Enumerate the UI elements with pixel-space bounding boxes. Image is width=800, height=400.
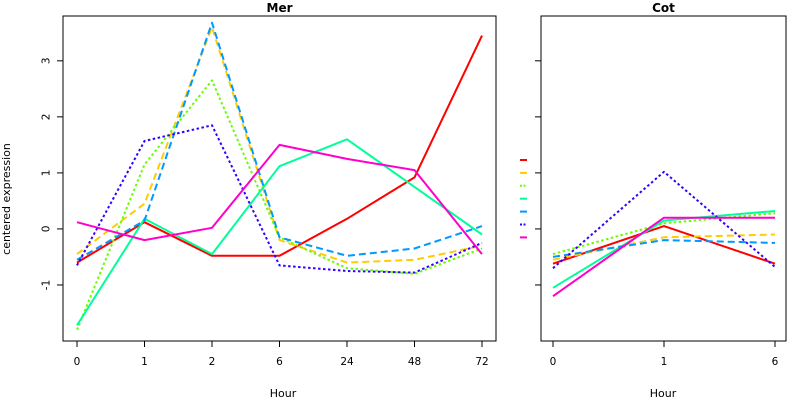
- x-tick-label-mer: 0: [74, 356, 81, 368]
- plot-frame-mer: [62, 15, 497, 342]
- x-tick-label-cot: 1: [661, 356, 668, 368]
- x-axis-title-cot: Hour: [650, 387, 677, 400]
- series-line-mer-1: [76, 35, 483, 264]
- x-tick-label-mer: 6: [276, 356, 283, 368]
- x-tick-label-mer: 2: [209, 356, 216, 368]
- x-tick-label-mer: 72: [475, 356, 488, 368]
- series-line-mer-3: [76, 79, 483, 331]
- panel-cot: Cot Hour 0 1 6: [535, 1, 787, 400]
- y-axis-title: centered expression: [0, 143, 13, 255]
- series-line-mer-4: [76, 138, 483, 326]
- legend: [520, 159, 527, 239]
- series-line-cot-2: [552, 233, 776, 261]
- panel-title-mer: Mer: [267, 1, 293, 15]
- x-tick-label-mer: 1: [141, 356, 148, 368]
- x-axis-cot: 0 1 6: [550, 341, 779, 368]
- x-axis-mer: 0 1 2 6 24 48 72: [74, 341, 489, 368]
- y-tick-label: 3: [41, 57, 53, 64]
- x-axis-title-mer: Hour: [270, 387, 297, 400]
- x-tick-label-cot: 6: [772, 356, 779, 368]
- x-tick-label-mer: 24: [340, 356, 354, 368]
- series-line-cot-5: [552, 239, 776, 258]
- panel-title-cot: Cot: [652, 1, 675, 15]
- series-line-cot-6: [552, 170, 776, 269]
- series-line-cot-7: [552, 216, 775, 298]
- series-line-mer-6: [76, 124, 483, 274]
- series-line-cot-4: [552, 210, 776, 289]
- panel-mer: Mer Hour centered expression -1 0 1 2 3 0 1 2 6…: [0, 1, 497, 400]
- series-line-mer-7: [76, 143, 483, 255]
- y-axis-mer: -1 0 1 2 3: [41, 57, 63, 290]
- series-group-mer: [76, 21, 483, 331]
- series-line-mer-2: [76, 26, 483, 264]
- y-tick-label: 0: [41, 226, 53, 233]
- x-tick-label-cot: 0: [550, 356, 557, 368]
- plot-frame-cot: [540, 15, 787, 342]
- series-group-cot: [552, 170, 776, 298]
- y-tick-label: 2: [41, 114, 53, 121]
- y-axis-cot: [535, 60, 541, 286]
- x-tick-label-mer: 48: [408, 356, 421, 368]
- y-tick-label: -1: [41, 280, 53, 290]
- y-tick-label: 1: [41, 170, 53, 177]
- series-line-mer-5: [76, 21, 483, 261]
- series-line-cot-3: [552, 212, 776, 256]
- series-line-cot-1: [552, 225, 776, 265]
